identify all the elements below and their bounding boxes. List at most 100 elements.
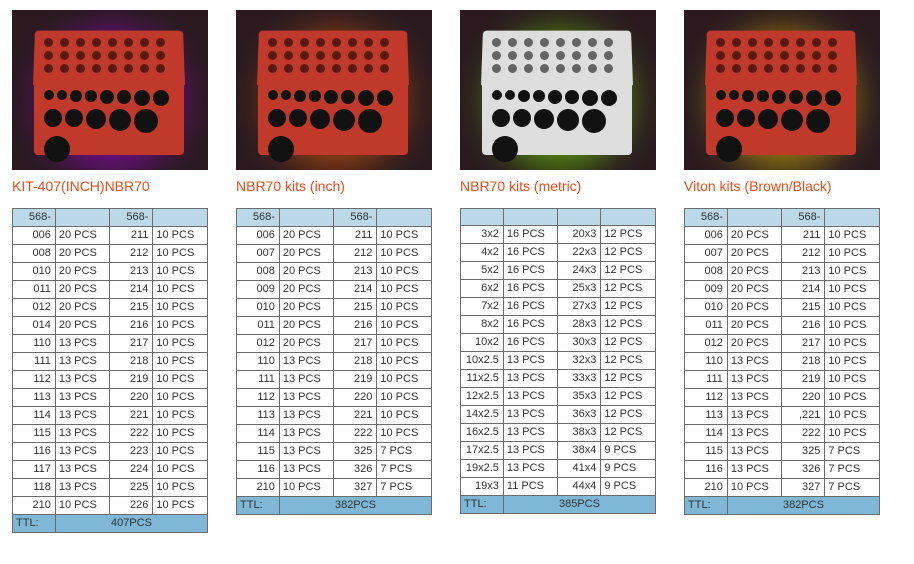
table-cell: 010 <box>13 263 56 281</box>
table-cell: 20 PCS <box>727 317 782 335</box>
table-row: 16x2.513 PCS38x312 PCS <box>461 424 656 442</box>
table-cell: 20 PCS <box>279 317 334 335</box>
table-cell: 10x2.5 <box>461 352 504 370</box>
table-cell: 10 PCS <box>377 407 432 425</box>
table-cell: 008 <box>13 245 56 263</box>
table-cell: 8x2 <box>461 316 504 334</box>
table-cell: 325 <box>334 443 377 461</box>
table-row: 6x216 PCS25x312 PCS <box>461 280 656 298</box>
ttl-value: 407PCS <box>55 515 207 533</box>
table-cell: 10 PCS <box>153 461 208 479</box>
table-cell: 12 PCS <box>601 244 656 262</box>
table-row: 00620 PCS21110 PCS <box>237 227 432 245</box>
table-cell: 13 PCS <box>55 425 110 443</box>
table-header-cell <box>558 209 601 226</box>
table-cell: 13 PCS <box>55 407 110 425</box>
table-cell: 115 <box>237 443 280 461</box>
table-cell: 10x2 <box>461 334 504 352</box>
table-cell: 326 <box>782 461 825 479</box>
table-cell: 211 <box>110 227 153 245</box>
table-row: 11213 PCS21910 PCS <box>13 371 208 389</box>
table-cell: 10 PCS <box>377 317 432 335</box>
table-cell: 33x3 <box>558 370 601 388</box>
table-row: 11x2.513 PCS33x312 PCS <box>461 370 656 388</box>
table-row: 11513 PCS3257 PCS <box>685 443 880 461</box>
table-cell: 220 <box>782 389 825 407</box>
kit-photo <box>460 10 656 170</box>
table-cell: 114 <box>13 407 56 425</box>
table-cell: 12x2.5 <box>461 388 504 406</box>
table-cell: 11 PCS <box>503 478 558 496</box>
table-cell: 216 <box>110 317 153 335</box>
table-cell: 011 <box>685 317 728 335</box>
table-cell: 19x2.5 <box>461 460 504 478</box>
table-cell: 116 <box>13 443 56 461</box>
table-row: 3x216 PCS20x312 PCS <box>461 226 656 244</box>
table-header-cell: 568- <box>237 209 280 227</box>
table-cell: 012 <box>237 335 280 353</box>
table-cell: 13 PCS <box>503 460 558 478</box>
table-cell: 115 <box>685 443 728 461</box>
table-cell: 10 PCS <box>153 389 208 407</box>
kit-table: 568-568-00620 PCS21110 PCS00820 PCS21210… <box>12 208 208 533</box>
table-cell: 20 PCS <box>279 227 334 245</box>
table-row: 11113 PCS21810 PCS <box>13 353 208 371</box>
table-cell: 16 PCS <box>503 280 558 298</box>
table-row: 11113 PCS21910 PCS <box>685 371 880 389</box>
table-cell: 12 PCS <box>601 316 656 334</box>
table-cell: 20 PCS <box>727 335 782 353</box>
table-cell: 217 <box>334 335 377 353</box>
table-cell: 211 <box>334 227 377 245</box>
table-row: 21010 PCS22610 PCS <box>13 497 208 515</box>
table-cell: 114 <box>685 425 728 443</box>
table-row: 00820 PCS21210 PCS <box>13 245 208 263</box>
table-cell: 327 <box>782 479 825 497</box>
table-cell: 111 <box>13 353 56 371</box>
table-cell: 41x4 <box>558 460 601 478</box>
table-cell: 16 PCS <box>503 298 558 316</box>
table-cell: 10 PCS <box>377 425 432 443</box>
table-cell: 10 PCS <box>153 407 208 425</box>
table-cell: 10 PCS <box>279 479 334 497</box>
table-cell: 10 PCS <box>377 371 432 389</box>
table-cell: 10 PCS <box>825 407 880 425</box>
table-cell: 20x3 <box>558 226 601 244</box>
kit-photo <box>236 10 432 170</box>
table-cell: 219 <box>334 371 377 389</box>
table-row: 00620 PCS21110 PCS <box>685 227 880 245</box>
kit-photo <box>12 10 208 170</box>
table-cell: 006 <box>685 227 728 245</box>
table-cell: 20 PCS <box>279 263 334 281</box>
table-cell: 213 <box>782 263 825 281</box>
table-cell: 20 PCS <box>55 263 110 281</box>
table-total-row: TTL:385PCS <box>461 496 656 514</box>
table-header-cell: 568- <box>110 209 153 227</box>
table-cell: 008 <box>685 263 728 281</box>
table-cell: 10 PCS <box>377 299 432 317</box>
table-header-cell: 568- <box>685 209 728 227</box>
table-cell: 13 PCS <box>727 371 782 389</box>
kit-photo <box>684 10 880 170</box>
table-row: 17x2.513 PCS38x49 PCS <box>461 442 656 460</box>
table-row: 11613 PCS22310 PCS <box>13 443 208 461</box>
table-cell: 12 PCS <box>601 388 656 406</box>
table-cell: 113 <box>13 389 56 407</box>
table-cell: 44x4 <box>558 478 601 496</box>
table-cell: 20 PCS <box>55 299 110 317</box>
table-row: 11513 PCS22210 PCS <box>13 425 208 443</box>
table-cell: 16 PCS <box>503 226 558 244</box>
table-row: 00620 PCS21110 PCS <box>13 227 208 245</box>
table-cell: 20 PCS <box>55 281 110 299</box>
table-cell: 32x3 <box>558 352 601 370</box>
table-cell: 008 <box>237 263 280 281</box>
table-cell: 110 <box>13 335 56 353</box>
table-cell: 10 PCS <box>153 425 208 443</box>
table-cell: 16 PCS <box>503 316 558 334</box>
table-cell: 13 PCS <box>503 406 558 424</box>
table-cell: 13 PCS <box>279 371 334 389</box>
table-cell: 217 <box>110 335 153 353</box>
kit-column: KIT-407(INCH)NBR70568-568-00620 PCS21110… <box>12 10 208 554</box>
table-cell: 7x2 <box>461 298 504 316</box>
table-cell: 13 PCS <box>55 443 110 461</box>
table-header-row: 568-568- <box>237 209 432 227</box>
